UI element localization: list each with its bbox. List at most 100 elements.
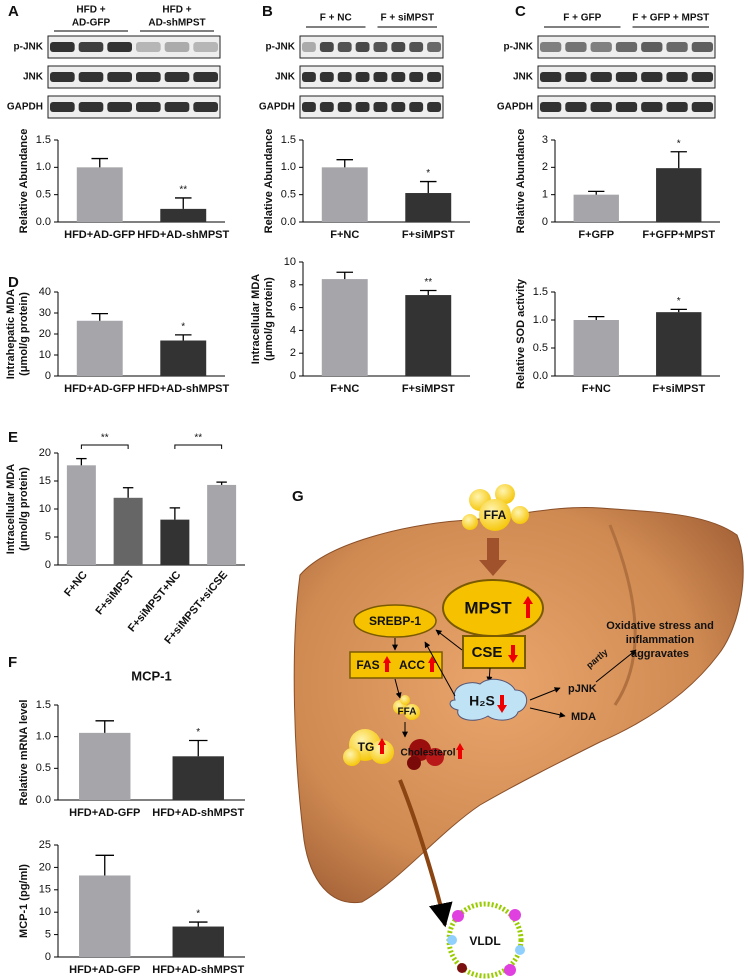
comparison-label: ** [101, 433, 109, 444]
blot-group-label: AD-shMPST [148, 18, 205, 29]
blot-band [391, 102, 406, 112]
bar [160, 208, 207, 222]
y-tick-label: 0 [542, 216, 548, 228]
x-tick-label: F+NC [62, 569, 90, 599]
blot-band [615, 102, 638, 112]
blot-band [615, 72, 638, 82]
bar [405, 295, 452, 376]
comparison-bracket [80, 444, 129, 449]
blot-band [540, 102, 562, 112]
y-axis-label: Relative Abundance [515, 129, 527, 234]
y-axis-label: Intracellular MDA [250, 274, 262, 365]
blot-band [319, 102, 334, 112]
arrow [435, 629, 463, 651]
y-tick-label: 1 [542, 189, 548, 201]
y-tick-label: 1.0 [281, 161, 296, 173]
y-axis-label: (μmol/g protein) [263, 277, 275, 361]
y-tick-label: 1.5 [281, 134, 296, 146]
comparison-bracket [174, 444, 223, 449]
x-tick-label: HFD+AD-GFP [64, 229, 135, 241]
arrow-ffa [479, 538, 507, 576]
bar [172, 756, 224, 800]
x-tick-label: HFD+AD-GFP [64, 383, 135, 395]
blot-band [107, 72, 132, 82]
bar [76, 320, 123, 376]
blot-band [136, 72, 161, 82]
blot-band [615, 42, 638, 52]
label-mpst: MPST [464, 598, 512, 617]
x-tick-label: HFD+AD-shMPST [137, 229, 229, 241]
blot-row-label: JNK [275, 72, 296, 83]
blot-row-label: GAPDH [259, 102, 295, 113]
y-tick-label: 0.0 [36, 794, 51, 806]
x-tick-label: HFD+AD-GFP [69, 807, 140, 819]
blot-band [666, 42, 688, 52]
y-tick-label: 0.5 [281, 189, 296, 201]
x-tick-label: F+GFP+MPST [642, 229, 715, 241]
panel-label: B [262, 3, 273, 20]
y-tick-label: 0 [45, 951, 51, 963]
blot-band [590, 72, 612, 82]
label-vldl: VLDL [469, 934, 500, 948]
blot-group-label: F + NC [320, 13, 352, 24]
blot-row-label: JNK [23, 72, 44, 83]
bar [405, 193, 452, 222]
y-tick-label: 15 [39, 884, 51, 896]
x-tick-label: F+NC [330, 229, 359, 241]
y-tick-label: 0 [45, 559, 51, 571]
x-tick-label: F+siMPST [93, 569, 136, 617]
blot-group-label: F + siMPST [380, 13, 434, 24]
y-tick-label: 2 [290, 347, 296, 359]
blot-band [337, 42, 352, 52]
blot-band [641, 102, 663, 112]
x-tick-label: HFD+AD-shMPST [152, 964, 244, 976]
blot-band [540, 42, 562, 52]
bar [160, 519, 190, 565]
blot-band [337, 102, 352, 112]
bar [573, 194, 619, 222]
blot-band [540, 72, 562, 82]
arrow [529, 707, 566, 718]
y-tick-label: 0.5 [36, 189, 51, 201]
bar [321, 279, 368, 376]
blot-band [409, 42, 424, 52]
blot-band [373, 72, 388, 82]
arrow [424, 641, 456, 697]
bar [160, 340, 207, 376]
y-axis-label: Relative Abundance [263, 129, 275, 234]
y-axis-label: MCP-1 (pg/ml) [18, 864, 30, 938]
up-arrow [456, 743, 464, 759]
comparison-label: ** [194, 433, 202, 444]
arrow [529, 687, 561, 701]
blot-band [337, 72, 352, 82]
up-arrow [383, 656, 391, 672]
label-cholesterol: Cholesterol [400, 748, 455, 759]
blot-band [193, 42, 218, 52]
y-axis-label: Relative SOD activity [515, 278, 527, 389]
blot-row-label: p-JNK [504, 42, 534, 53]
blot-band [590, 102, 612, 112]
blot-band [641, 72, 663, 82]
y-tick-label: 0 [290, 370, 296, 382]
blot-band [136, 102, 161, 112]
significance: * [677, 296, 681, 307]
blot-strip [299, 35, 444, 59]
diagram: G FFA MPST CSE SREBP-1 FAS ACC FFA TG Ch… [278, 478, 748, 979]
bar [573, 320, 619, 376]
y-tick-label: 5 [45, 531, 51, 543]
blot-group-label: HFD + [162, 5, 191, 16]
blot-group-label: HFD + [76, 5, 105, 16]
blot-group-label: F + GFP + MPST [632, 13, 709, 24]
label-h2s: H₂S [469, 693, 495, 709]
blot-band [107, 42, 132, 52]
y-tick-label: 1.5 [36, 699, 51, 711]
x-tick-label: HFD+AD-shMPST [152, 807, 244, 819]
blot-strip [47, 65, 221, 89]
blot-band [373, 102, 388, 112]
bar [113, 497, 143, 565]
down-arrow [508, 645, 518, 663]
blot-band [590, 42, 612, 52]
y-tick-label: 0.5 [533, 342, 548, 354]
significance: ** [424, 277, 432, 288]
blot-band [691, 72, 713, 82]
